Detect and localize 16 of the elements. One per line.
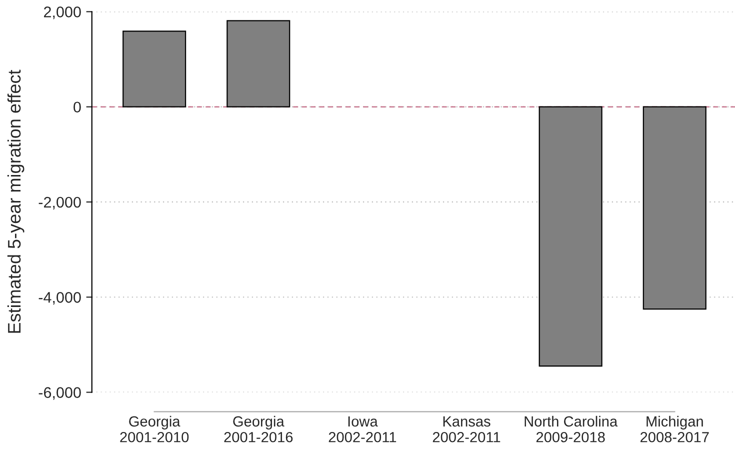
x-tick-label: Michigan 2008-2017 [640,416,709,442]
y-tick-label: 0 [74,102,81,113]
x-tick-label: Kansas 2002-2011 [432,416,500,442]
x-tick-label: North Carolina 2009-2018 [524,416,618,442]
bar [538,106,602,367]
x-tick-label: Georgia 2001-2016 [224,416,293,442]
x-tick-label: Iowa 2002-2011 [328,416,396,442]
y-tick-label: -4,000 [38,292,81,305]
y-axis-title: Estimated 5-year migration effect [7,70,24,333]
bar [642,106,706,310]
y-tick-label: 2,000 [44,6,81,20]
y-tick-label: -6,000 [38,387,81,400]
bar [226,20,290,108]
y-tick-label: -2,000 [38,196,81,210]
x-tick-label: Georgia 2001-2010 [120,416,189,442]
bar [122,30,186,108]
